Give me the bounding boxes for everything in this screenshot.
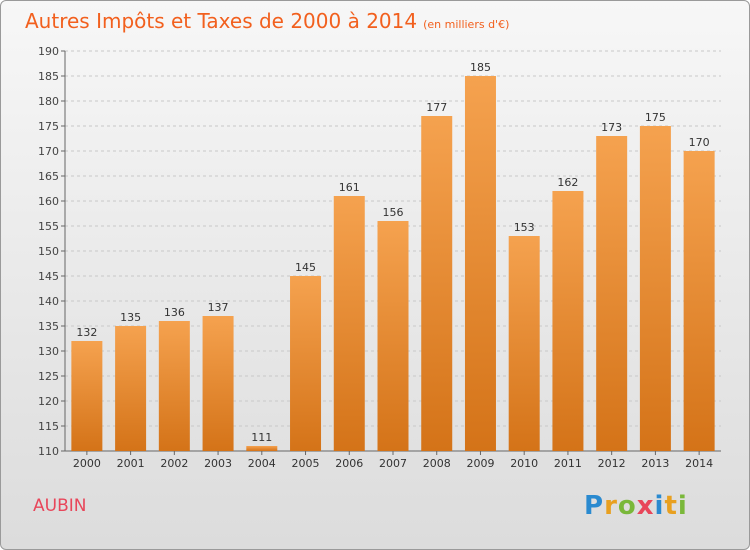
x-tick-label: 2003 <box>204 457 232 470</box>
bar-value-label: 156 <box>383 206 404 219</box>
bar <box>290 276 322 451</box>
bar-value-label: 137 <box>208 301 229 314</box>
y-tick-label: 150 <box>38 245 59 258</box>
y-tick-label: 170 <box>38 145 59 158</box>
bar <box>246 446 278 451</box>
bar <box>115 326 147 451</box>
bars <box>71 76 715 451</box>
x-tick-label: 2009 <box>466 457 494 470</box>
bar <box>552 191 584 451</box>
chart-title-main: Autres Impôts et Taxes de 2000 à 2014 <box>25 9 418 33</box>
y-tick-label: 165 <box>38 170 59 183</box>
bar-value-label: 162 <box>557 176 578 189</box>
logo-letter: o <box>617 491 637 521</box>
x-tick-label: 2006 <box>335 457 363 470</box>
y-tick-label: 120 <box>38 395 59 408</box>
y-tick-label: 130 <box>38 345 59 358</box>
x-tick-label: 2011 <box>554 457 582 470</box>
y-tick-label: 145 <box>38 270 59 283</box>
x-tick-label: 2007 <box>379 457 407 470</box>
logo-letter: t <box>664 491 678 521</box>
place-name: AUBIN <box>33 496 87 516</box>
chart-title-unit: (en milliers d'€) <box>423 18 510 31</box>
bar-value-label: 111 <box>251 431 272 444</box>
logo-letter: P <box>584 491 605 521</box>
bar-value-label: 136 <box>164 306 185 319</box>
x-tick-label: 2000 <box>73 457 101 470</box>
x-tick-label: 2012 <box>598 457 626 470</box>
y-tick-label: 115 <box>38 420 59 433</box>
bar-value-label: 170 <box>689 136 710 149</box>
x-tick-label: 2002 <box>160 457 188 470</box>
y-tick-label: 185 <box>38 70 59 83</box>
bar <box>421 116 453 451</box>
bar <box>596 136 628 451</box>
bar-value-label: 135 <box>120 311 141 324</box>
bar <box>683 151 715 451</box>
x-tick-label: 2004 <box>248 457 276 470</box>
bar <box>158 321 190 451</box>
logo-letter: x <box>636 491 655 521</box>
logo-letter: i <box>654 491 665 521</box>
bar <box>71 341 103 451</box>
bar <box>202 316 234 451</box>
bar-value-label: 132 <box>76 326 97 339</box>
bar-value-label: 185 <box>470 61 491 74</box>
y-tick-label: 140 <box>38 295 59 308</box>
chart-title: Autres Impôts et Taxes de 2000 à 2014 (en… <box>25 9 509 33</box>
y-tick-label: 155 <box>38 220 59 233</box>
bar-value-label: 153 <box>514 221 535 234</box>
proxiti-logo: Proxiti <box>584 491 688 521</box>
y-tick-label: 110 <box>38 445 59 458</box>
bar-value-label: 177 <box>426 101 447 114</box>
x-tick-label: 2001 <box>117 457 145 470</box>
logo-letter: r <box>604 491 618 521</box>
bar <box>639 126 671 451</box>
bar-value-label: 175 <box>645 111 666 124</box>
logo-letter: i <box>677 491 688 521</box>
bar <box>508 236 540 451</box>
bar <box>377 221 409 451</box>
x-tick-label: 2008 <box>423 457 451 470</box>
y-tick-label: 190 <box>38 45 59 58</box>
x-tick-label: 2013 <box>641 457 669 470</box>
x-tick-label: 2005 <box>292 457 320 470</box>
bar-value-label: 161 <box>339 181 360 194</box>
y-tick-label: 175 <box>38 120 59 133</box>
bar <box>464 76 496 451</box>
bar-value-label: 145 <box>295 261 316 274</box>
labels: 110 115 120 125 130 135 140 145 150 155 160 165 170 1… <box>38 45 713 470</box>
y-tick-label: 135 <box>38 320 59 333</box>
bar <box>333 196 365 451</box>
x-tick-label: 2010 <box>510 457 538 470</box>
y-tick-label: 180 <box>38 95 59 108</box>
bar-value-label: 173 <box>601 121 622 134</box>
x-tick-label: 2014 <box>685 457 713 470</box>
y-tick-label: 160 <box>38 195 59 208</box>
y-tick-label: 125 <box>38 370 59 383</box>
